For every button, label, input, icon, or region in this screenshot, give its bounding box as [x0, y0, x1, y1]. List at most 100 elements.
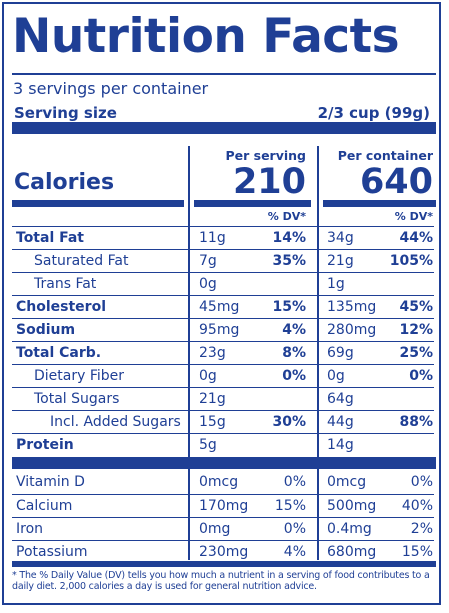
- serving-dv: 30%: [272, 414, 306, 430]
- serving-amount: 11g: [199, 230, 226, 246]
- serving-amount: 0g: [199, 368, 217, 384]
- label-title: Nutrition Facts: [12, 9, 400, 64]
- serving-amount: 95mg: [199, 322, 240, 338]
- serving-amount: 5g: [199, 437, 217, 453]
- nutrient-name: Sodium: [16, 322, 76, 338]
- container-amount: 14g: [327, 437, 354, 453]
- serving-dv: 14%: [272, 230, 306, 246]
- container-dv: 44%: [399, 230, 433, 246]
- serving-amount: 23g: [199, 345, 226, 361]
- column-divider-left: [188, 146, 190, 560]
- nutrient-row-trans-fat: Trans Fat 0g 1g: [12, 272, 434, 296]
- nutrient-name: Iron: [16, 521, 44, 537]
- nutrient-row-dietary-fiber: Dietary Fiber 0g 0% 0g 0%: [12, 364, 434, 388]
- serving-amount: 7g: [199, 253, 217, 269]
- container-amount: 44g: [327, 414, 354, 430]
- container-dv: 40%: [401, 498, 433, 514]
- nutrient-row-total-carb: Total Carb. 23g 8% 69g 25%: [12, 341, 434, 365]
- daily-value-footnote: * The % Daily Value (DV) tells you how m…: [12, 570, 430, 592]
- serving-dv: 0%: [283, 474, 306, 490]
- nutrient-row-sodium: Sodium 95mg 4% 280mg 12%: [12, 318, 434, 342]
- nutrient-row-protein: Protein 5g 14g: [12, 433, 434, 457]
- serving-amount: 230mg: [199, 544, 249, 560]
- dv-header-serving: % DV*: [267, 210, 306, 223]
- container-amount: 1g: [327, 276, 345, 292]
- micronutrient-row-iron: Iron 0mg 0% 0.4mg 2%: [12, 517, 434, 541]
- container-amount: 0.4mg: [327, 521, 372, 537]
- container-dv: 45%: [399, 299, 433, 315]
- serving-dv: 4%: [283, 544, 306, 560]
- container-dv: 88%: [399, 414, 433, 430]
- nutrient-name: Vitamin D: [16, 474, 85, 490]
- per-container-label: Per container: [337, 148, 433, 163]
- nutrition-facts-panel: [2, 2, 441, 605]
- container-dv: 25%: [399, 345, 433, 361]
- serving-amount: 21g: [199, 391, 226, 407]
- container-amount: 280mg: [327, 322, 377, 338]
- serving-dv: 8%: [282, 345, 306, 361]
- container-amount: 135mg: [327, 299, 377, 315]
- nutrient-name: Total Carb.: [16, 345, 102, 361]
- nutrient-row-added-sugars: Incl. Added Sugars 15g 30% 44g 88%: [12, 410, 434, 434]
- serving-amount: 0mcg: [199, 474, 239, 490]
- calories-per-container: 640: [359, 162, 433, 202]
- nutrient-name: Calcium: [16, 498, 73, 514]
- container-amount: 34g: [327, 230, 354, 246]
- thick-rule-bottom: [12, 561, 436, 567]
- serving-dv: 15%: [274, 498, 306, 514]
- container-amount: 0g: [327, 368, 345, 384]
- calories-label: Calories: [14, 170, 115, 195]
- serving-amount: 45mg: [199, 299, 240, 315]
- column-divider-right: [317, 146, 319, 560]
- calories-per-serving: 210: [232, 162, 306, 202]
- nutrient-row-cholesterol: Cholesterol 45mg 15% 135mg 45%: [12, 295, 434, 319]
- thick-rule-calories-mid: [194, 200, 311, 207]
- nutrient-name: Trans Fat: [34, 276, 97, 292]
- per-serving-label: Per serving: [225, 148, 306, 163]
- thick-rule-top: [12, 122, 436, 134]
- serving-dv: 0%: [282, 368, 306, 384]
- serving-size-value: 2/3 cup (99g): [317, 104, 430, 122]
- nutrient-name: Cholesterol: [16, 299, 106, 315]
- thick-rule-calories-right: [323, 200, 436, 207]
- container-dv: 2%: [410, 521, 433, 537]
- container-amount: 21g: [327, 253, 354, 269]
- container-amount: 680mg: [327, 544, 377, 560]
- nutrient-name: Saturated Fat: [34, 253, 129, 269]
- servings-per-container: 3 servings per container: [13, 79, 209, 98]
- thick-rule-vitamins: [12, 457, 436, 469]
- nutrient-name: Potassium: [16, 544, 88, 560]
- nutrient-name: Dietary Fiber: [34, 368, 125, 384]
- title-rule: [12, 73, 436, 75]
- container-dv: 15%: [401, 544, 433, 560]
- serving-dv: 0%: [283, 521, 306, 537]
- micronutrient-row-potassium: Potassium 230mg 4% 680mg 15%: [12, 540, 434, 564]
- container-amount: 69g: [327, 345, 354, 361]
- container-amount: 500mg: [327, 498, 377, 514]
- serving-amount: 0g: [199, 276, 217, 292]
- nutrient-name: Total Fat: [16, 230, 85, 246]
- nutrient-row-saturated-fat: Saturated Fat 7g 35% 21g 105%: [12, 249, 434, 273]
- container-dv: 0%: [410, 474, 433, 490]
- nutrient-name: Protein: [16, 437, 74, 453]
- container-amount: 64g: [327, 391, 354, 407]
- container-dv: 105%: [389, 253, 433, 269]
- micronutrient-row-vitamin-d: Vitamin D 0mcg 0% 0mcg 0%: [12, 471, 434, 494]
- micronutrient-row-calcium: Calcium 170mg 15% 500mg 40%: [12, 494, 434, 518]
- serving-amount: 0mg: [199, 521, 231, 537]
- serving-dv: 15%: [272, 299, 306, 315]
- container-dv: 12%: [399, 322, 433, 338]
- nutrient-row-total-fat: Total Fat 11g 14% 34g 44%: [12, 226, 434, 250]
- nutrient-row-total-sugars: Total Sugars 21g 64g: [12, 387, 434, 411]
- thick-rule-calories-left: [12, 200, 184, 207]
- container-dv: 0%: [409, 368, 433, 384]
- serving-amount: 15g: [199, 414, 226, 430]
- nutrient-name: Total Sugars: [34, 391, 120, 407]
- nutrient-name: Incl. Added Sugars: [50, 414, 181, 430]
- container-amount: 0mcg: [327, 474, 367, 490]
- serving-dv: 4%: [282, 322, 306, 338]
- serving-dv: 35%: [272, 253, 306, 269]
- serving-size-label: Serving size: [14, 104, 117, 122]
- serving-amount: 170mg: [199, 498, 249, 514]
- dv-header-container: % DV*: [394, 210, 433, 223]
